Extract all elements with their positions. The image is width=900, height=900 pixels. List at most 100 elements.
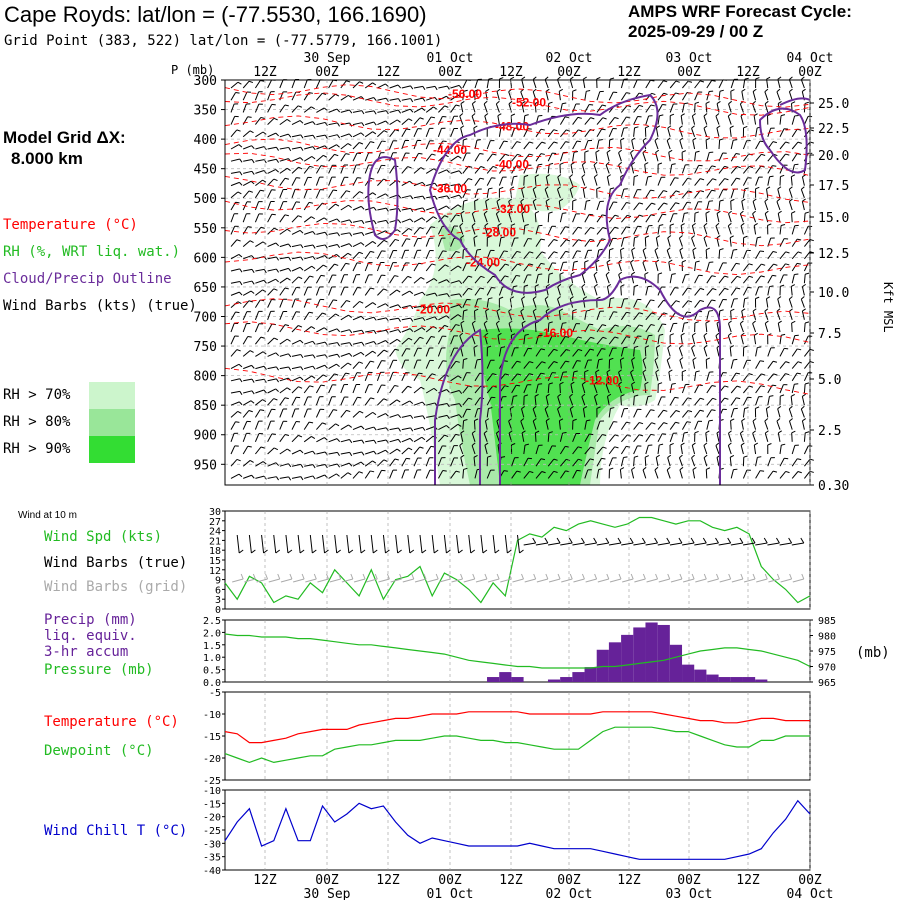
- wind-barb-shaft: [633, 409, 638, 418]
- wind-barb-shaft: [633, 445, 638, 455]
- wind-barb: [559, 336, 570, 345]
- wind-barb: [328, 328, 341, 333]
- wind-barb-shaft: [304, 464, 314, 467]
- wind-barb: [486, 345, 492, 357]
- wind-barb-flag: [275, 388, 279, 392]
- wind-barb-shaft: [508, 323, 513, 333]
- wind-barb: [727, 113, 732, 125]
- wind-barb: [389, 348, 399, 357]
- wind-barb-flag: [741, 418, 746, 422]
- wind-barb: [569, 174, 574, 186]
- wind-barb-shaft: [570, 274, 574, 284]
- wind-barb-shaft: [365, 329, 375, 333]
- wind-barb-flag: [239, 158, 243, 163]
- wind-barb: [631, 466, 636, 479]
- wind-barb-shaft: [620, 116, 627, 125]
- wind-barb: [242, 226, 252, 235]
- wind-barb-flag: [357, 396, 362, 399]
- wind-barb-flag: [336, 353, 341, 358]
- wind-barb-flag: [521, 76, 526, 80]
- wind-barb-shaft: [680, 225, 683, 235]
- wind-barb: [755, 236, 762, 247]
- wind-barb-shaft: [389, 289, 398, 296]
- wind-barb-shaft: [462, 178, 469, 186]
- wind-barb-shaft: [486, 166, 494, 174]
- wind-barb: [620, 456, 628, 467]
- wind-barb-flag: [288, 133, 292, 138]
- wind-barb-flag: [236, 349, 241, 352]
- wind-barb-shaft: [230, 390, 240, 394]
- height-tick-label: 25.0: [818, 97, 849, 112]
- wind-barb-flag: [654, 357, 659, 361]
- wind-barb: [279, 214, 289, 223]
- wind-barb-flag: [744, 407, 749, 409]
- wind-barb-flag: [772, 470, 778, 473]
- wind-barb-shaft: [706, 165, 713, 174]
- wind-barb-shaft: [777, 323, 781, 333]
- wind-barb: [572, 250, 581, 260]
- wind-barb: [511, 165, 521, 174]
- wind-barb: [267, 288, 278, 296]
- wind-barb-shaft: [255, 365, 265, 370]
- wind-barb-shaft: [450, 155, 459, 162]
- wind-barb-shaft: [618, 152, 622, 162]
- wind-barb-shaft: [279, 377, 289, 382]
- wind-barb: [497, 113, 502, 125]
- wind-barb-shaft: [755, 347, 758, 357]
- top-date-label: 03 Oct: [666, 51, 713, 66]
- wind-barb-flag: [657, 162, 663, 165]
- wind-barb: [764, 418, 769, 430]
- wind-barb: [328, 313, 340, 321]
- wind-barb-shaft: [450, 170, 460, 174]
- wind-barb: [497, 223, 502, 235]
- wind-barb-flag: [492, 153, 497, 156]
- wind-barb-shaft: [267, 242, 277, 248]
- wind-barb-shaft: [631, 140, 635, 150]
- wind-barb: [243, 364, 255, 370]
- wind-barb-flag: [394, 348, 399, 351]
- wind-barb-flag: [373, 121, 377, 126]
- top-time-tick: 00Z: [315, 65, 339, 80]
- wind-barb-flag: [601, 348, 606, 350]
- wind-barb-flag: [719, 309, 724, 312]
- surface-wind-barbs: [236, 534, 805, 554]
- wind-barb-flag: [766, 296, 771, 300]
- wind-barb: [364, 192, 377, 199]
- wind-barb-flag: [654, 137, 659, 141]
- wind-barb-flag: [548, 101, 553, 104]
- wind-barb-flag: [383, 288, 388, 291]
- wind-barb-flag: [777, 100, 782, 105]
- wind-barb: [655, 369, 660, 381]
- wind-barb-shaft: [484, 115, 488, 125]
- wind-barb: [620, 236, 628, 247]
- wind-barb-shaft: [608, 446, 616, 455]
- wind-barb: [242, 350, 254, 357]
- wind-barb-flag: [385, 303, 389, 307]
- wind-barb-flag: [583, 406, 588, 409]
- wind-barb-flag: [752, 320, 756, 324]
- wind-barb-flag: [236, 129, 241, 132]
- wind-barb-shaft: [401, 262, 407, 272]
- wind-barb-flag: [492, 263, 497, 266]
- wind-barb: [742, 455, 748, 467]
- wind-barb: [657, 382, 663, 394]
- wind-barb: [669, 443, 674, 455]
- wind-barb-shaft: [694, 201, 699, 211]
- wind-barb-flag: [634, 455, 639, 458]
- wind-barb-shaft: [791, 384, 795, 394]
- wind-barb-flag: [521, 405, 526, 410]
- wind-barb-flag: [581, 381, 586, 385]
- wind-barb-shaft: [255, 170, 265, 174]
- wind-barb: [426, 85, 438, 91]
- wind-barb-shaft: [352, 384, 357, 394]
- wind-barb-shaft: [352, 110, 362, 113]
- wind-barb-flag: [755, 406, 760, 409]
- wind-barb: [340, 286, 349, 296]
- wind-barb: [389, 427, 401, 432]
- wind-barb-shaft: [767, 373, 774, 382]
- wind-barb-flag: [335, 423, 340, 427]
- wind-barb-flag: [336, 254, 340, 258]
- wind-barb: [633, 445, 642, 455]
- top-date-label: 30 Sep: [304, 51, 351, 66]
- wind-barb-flag: [658, 272, 663, 275]
